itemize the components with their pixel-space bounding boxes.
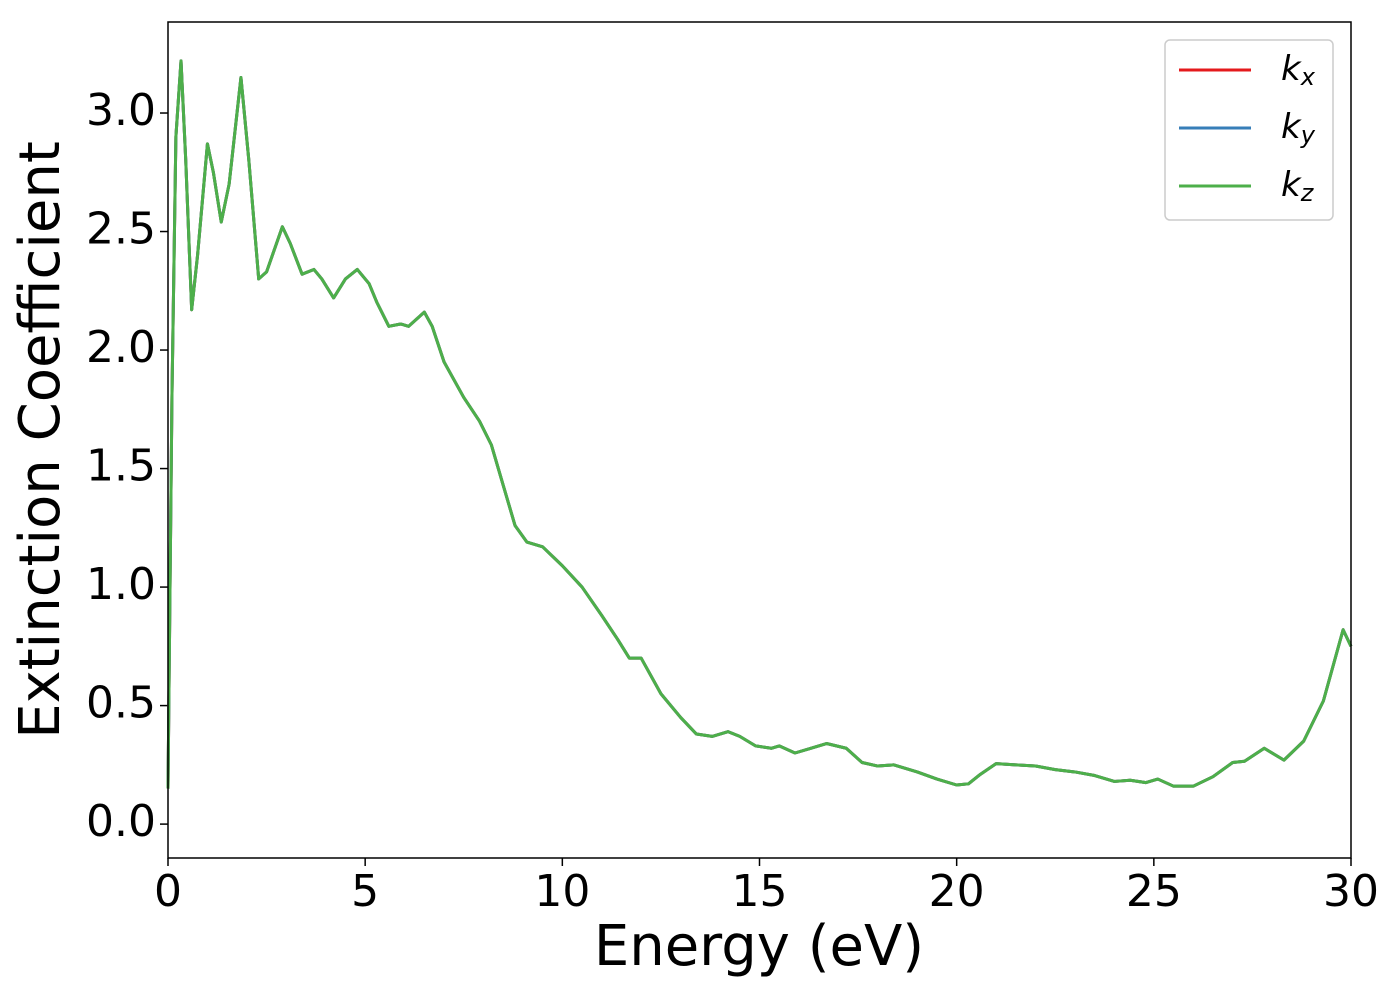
y-tick-label: 2.0 (86, 322, 156, 373)
legend-label: kx (1281, 49, 1316, 92)
x-tick-label: 5 (351, 866, 379, 917)
legend-box (1164, 39, 1334, 221)
y-tick-label: 2.5 (86, 204, 156, 255)
x-tick-label: 15 (732, 866, 788, 917)
y-tick-label: 0.5 (86, 678, 156, 729)
y-tick-label: 0.0 (86, 796, 156, 847)
x-tick-label: 0 (154, 866, 182, 917)
data-line (166, 59, 1353, 789)
y-tick-label: 1.0 (86, 559, 156, 610)
y-axis-label: Extinction Coefficient (8, 141, 73, 739)
x-tick-label: 20 (929, 866, 985, 917)
plot-frame (167, 21, 1352, 859)
x-tick-label: 10 (534, 866, 590, 917)
legend: kx ky kz (1164, 39, 1334, 221)
y-tick-label: 3.0 (86, 85, 156, 136)
legend-label: kz (1281, 165, 1315, 208)
x-axis-label: Energy (eV) (594, 914, 924, 979)
x-tick-label: 25 (1126, 866, 1182, 917)
y-tick-label: 1.5 (86, 441, 156, 492)
x-tick-label: 30 (1323, 866, 1379, 917)
legend-label: ky (1281, 107, 1316, 150)
